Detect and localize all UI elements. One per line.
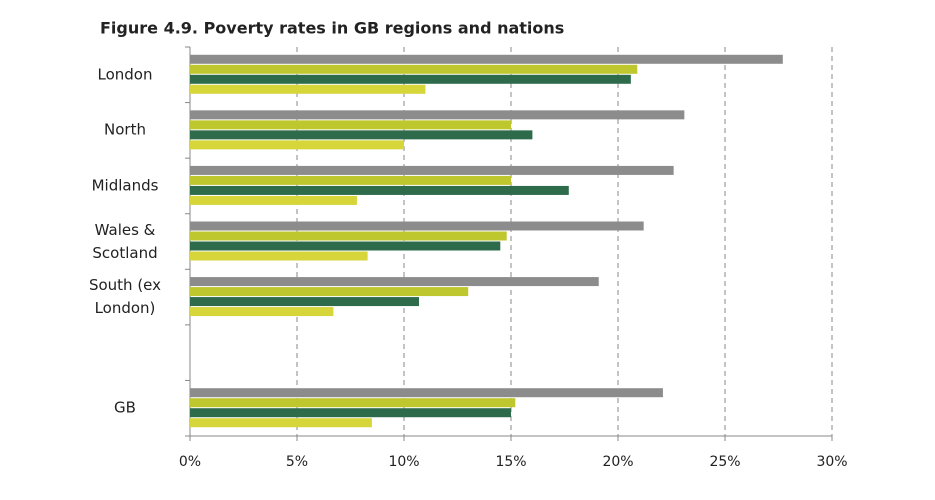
bar <box>190 195 357 205</box>
bar <box>190 251 368 261</box>
bar <box>190 130 533 140</box>
x-tick-label: 15% <box>495 454 526 470</box>
y-tick-label: Wales & Scotland <box>92 220 158 262</box>
bar <box>190 287 469 297</box>
bar <box>190 297 419 307</box>
x-tick-label: 10% <box>388 454 419 470</box>
bar <box>190 110 685 120</box>
bar <box>190 185 569 195</box>
bar <box>190 120 511 130</box>
bar <box>190 175 511 185</box>
chart-title: Figure 4.9. Poverty rates in GB regions … <box>100 19 564 38</box>
bar <box>190 277 599 287</box>
bar <box>190 388 663 398</box>
bar <box>190 54 783 64</box>
bar <box>190 74 631 84</box>
x-tick-label: 30% <box>816 454 847 470</box>
bar <box>190 221 644 231</box>
y-tick-label: North <box>104 120 146 139</box>
x-tick-label: 5% <box>286 454 308 470</box>
bar <box>190 231 507 241</box>
bar <box>190 165 674 175</box>
y-tick-label: South (ex London) <box>88 276 162 318</box>
x-tick-label: 20% <box>602 454 633 470</box>
bar <box>190 84 426 94</box>
y-tick-label: GB <box>114 398 136 417</box>
bar <box>190 140 404 150</box>
bar <box>190 241 501 251</box>
y-tick-label: London <box>97 65 153 84</box>
y-tick-label: Midlands <box>91 176 159 195</box>
bar <box>190 418 372 428</box>
bar <box>190 398 516 408</box>
bar <box>190 64 638 74</box>
bar <box>190 307 334 317</box>
x-tick-label: 0% <box>179 454 201 470</box>
bar <box>190 408 511 418</box>
x-tick-label: 25% <box>709 454 740 470</box>
